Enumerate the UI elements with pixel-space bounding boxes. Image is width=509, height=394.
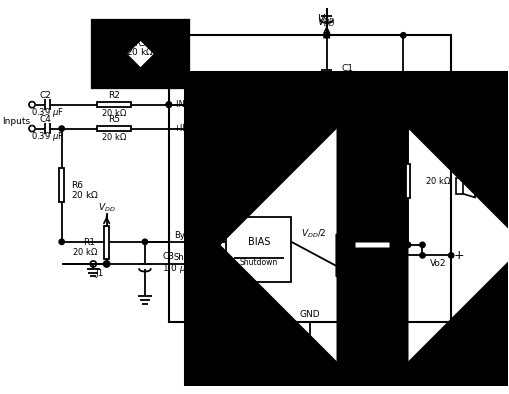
Text: Bypass: Bypass [174, 230, 204, 240]
Text: Shutdown: Shutdown [174, 253, 216, 262]
Text: C4: C4 [40, 115, 51, 123]
Circle shape [166, 102, 172, 107]
Bar [169, 35, 451, 322]
Text: $V_{DD}$: $V_{DD}$ [317, 12, 336, 26]
Text: $V_{DD}$/2: $V_{DD}$/2 [301, 228, 326, 240]
Bar [406, 164, 410, 198]
Text: J1: J1 [96, 269, 104, 278]
Text: -: - [344, 238, 349, 251]
Text: R1: R1 [83, 238, 96, 247]
Text: C2: C2 [40, 91, 51, 100]
Circle shape [420, 253, 425, 258]
Bar [104, 226, 109, 259]
Text: 20 k$\Omega$: 20 k$\Omega$ [72, 247, 99, 258]
Bar [456, 178, 463, 193]
Text: 20 k$\Omega$: 20 k$\Omega$ [126, 46, 154, 57]
Text: 0.39 $\mu$F: 0.39 $\mu$F [31, 106, 64, 119]
Circle shape [405, 114, 411, 119]
Circle shape [405, 242, 411, 247]
Circle shape [448, 253, 454, 258]
Circle shape [324, 33, 329, 38]
Text: BIAS: BIAS [247, 237, 270, 247]
Text: -: - [457, 110, 461, 123]
Text: +: + [214, 123, 224, 136]
Polygon shape [336, 234, 386, 277]
Circle shape [59, 126, 64, 131]
Bar [97, 126, 131, 131]
Circle shape [401, 33, 406, 38]
Bar [97, 102, 131, 107]
Text: R2: R2 [108, 91, 120, 100]
Bar [355, 242, 389, 247]
Text: 20 k$\Omega$: 20 k$\Omega$ [71, 189, 99, 200]
Text: 1.0 $\mu$F: 1.0 $\mu$F [162, 262, 192, 275]
Text: Vo1: Vo1 [430, 104, 446, 113]
Text: C1: C1 [342, 64, 354, 73]
Circle shape [166, 102, 172, 107]
Circle shape [448, 114, 454, 119]
Text: 20 k$\Omega$: 20 k$\Omega$ [359, 230, 385, 241]
Circle shape [324, 33, 329, 38]
Circle shape [401, 114, 406, 119]
Text: GND: GND [299, 310, 320, 319]
Text: Shutdown: Shutdown [240, 258, 278, 267]
Text: Vo2: Vo2 [430, 258, 446, 268]
Text: $V_{DD}$: $V_{DD}$ [317, 15, 336, 29]
Bar [59, 168, 64, 203]
Text: 0.39 $\mu$F: 0.39 $\mu$F [31, 130, 64, 143]
Text: R5: R5 [108, 115, 120, 123]
Bar [123, 51, 157, 56]
Polygon shape [204, 93, 262, 141]
Text: Inputs: Inputs [2, 117, 30, 126]
Circle shape [59, 239, 64, 245]
Text: 20 k$\Omega$: 20 k$\Omega$ [426, 175, 451, 186]
Bar [227, 217, 291, 282]
Text: $V_{DD}$: $V_{DD}$ [98, 201, 116, 214]
Text: +: + [454, 249, 464, 262]
Text: +IN: +IN [174, 124, 189, 133]
Circle shape [420, 242, 425, 247]
Text: 1 $\mu$F: 1 $\mu$F [337, 74, 358, 87]
Text: C3: C3 [162, 252, 174, 261]
Circle shape [142, 239, 148, 245]
Circle shape [104, 261, 109, 267]
Text: -: - [214, 97, 218, 110]
Text: +: + [344, 260, 355, 273]
Text: -IN: -IN [174, 100, 185, 109]
Text: 20 k$\Omega$: 20 k$\Omega$ [101, 131, 127, 142]
Text: R6: R6 [71, 181, 83, 190]
Text: R3: R3 [134, 39, 146, 48]
Circle shape [166, 102, 172, 107]
Text: 20 k$\Omega$: 20 k$\Omega$ [101, 107, 127, 118]
